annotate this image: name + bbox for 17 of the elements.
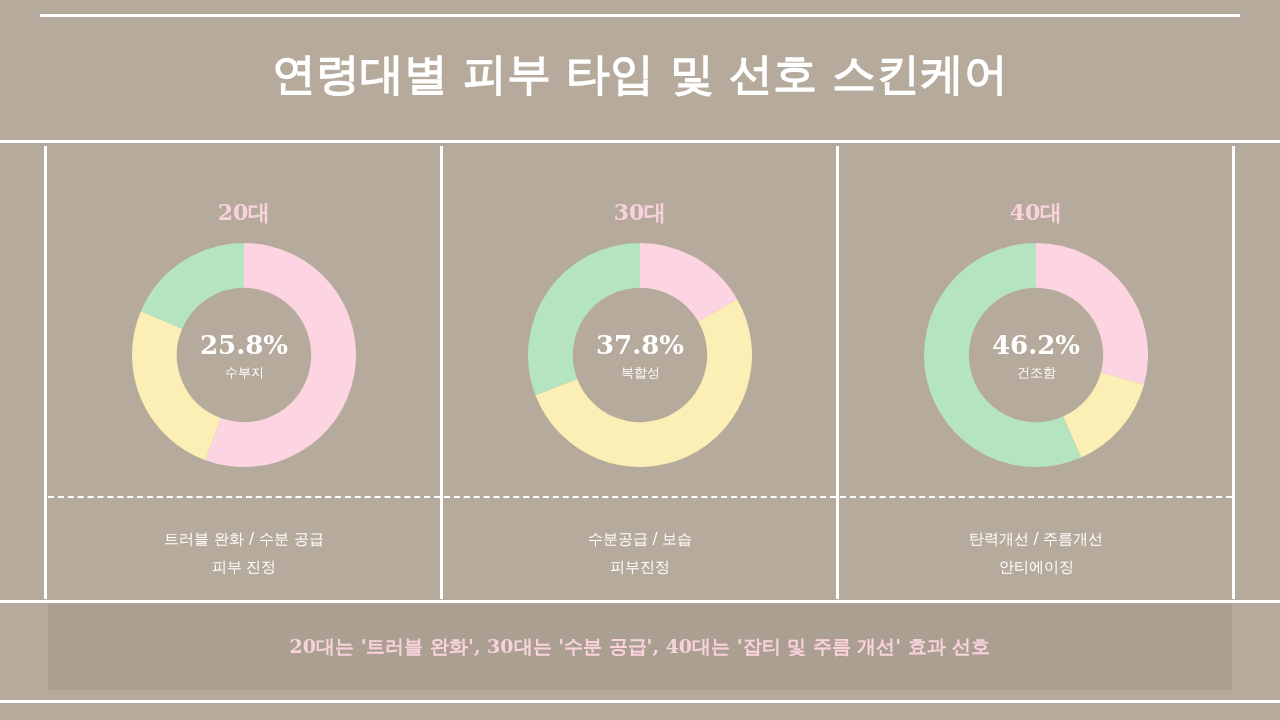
text: 수분공급 / 보습 <box>586 530 694 549</box>
text: 46.2% <box>991 330 1081 360</box>
text: 수부지 <box>223 364 265 382</box>
text: 트러블 완화 / 수분 공급 <box>163 530 325 549</box>
text: 연령대별 피부 타입 및 선호 스킨케어 <box>270 46 1010 101</box>
text: 피부진정 <box>609 558 671 577</box>
text: 피부 진정 <box>210 558 278 577</box>
chart-title: 40대 <box>1008 198 1064 227</box>
text: 안티에이징 <box>997 558 1075 577</box>
chart-title: 20대 <box>216 198 272 227</box>
chart-title: 30대 <box>612 198 668 227</box>
text: 복합성 <box>619 364 661 382</box>
text: 25.8% <box>199 330 289 360</box>
text: 37.8% <box>595 330 685 360</box>
text: 20대는 '트러블 완화', 30대는 '수분 공급', 40대는 '잡티 및 주름 개선' 효과 선호 <box>289 634 991 659</box>
text: 탄력개선 / 주름개선 <box>967 530 1105 549</box>
text: 건조함 <box>1015 364 1057 382</box>
